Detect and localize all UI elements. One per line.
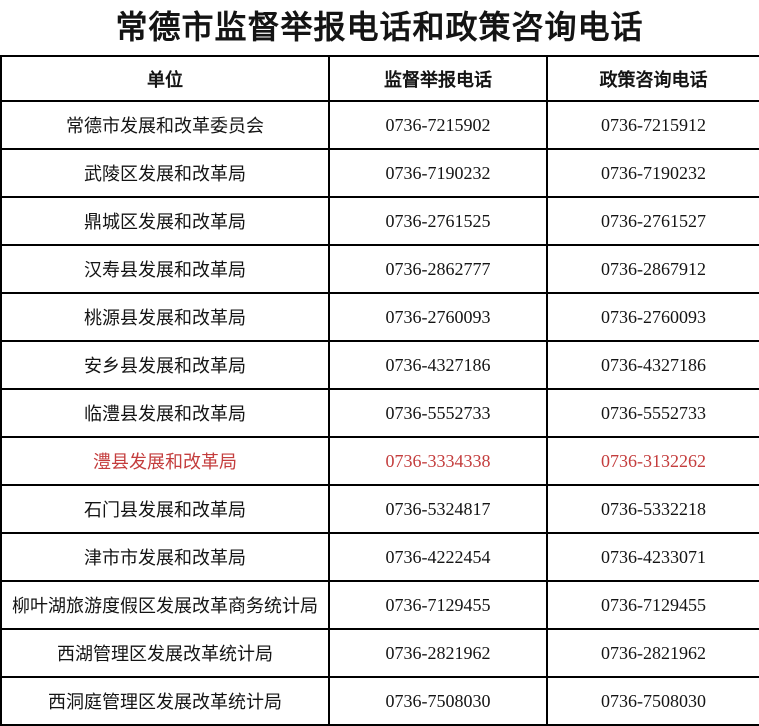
page-title: 常德市监督举报电话和政策咨询电话 (115, 9, 644, 45)
table-row: 常德市发展和改革委员会 0736-7215902 0736-7215912 (0, 100, 759, 150)
table-body: 常德市发展和改革委员会 0736-7215902 0736-7215912 武陵区发展… (0, 100, 759, 726)
consult-phone-cell: 0736-7508030 (546, 676, 759, 726)
report-phone-cell: 0736-2761525 (328, 196, 548, 246)
consult-phone-cell: 0736-2760093 (546, 292, 759, 342)
table-row: 西洞庭管理区发展改革统计局 0736-7508030 0736-7508030 (0, 676, 759, 726)
consult-phone-cell: 0736-4233071 (546, 532, 759, 582)
unit-cell: 常德市发展和改革委员会 (0, 100, 330, 150)
unit-cell: 石门县发展和改革局 (0, 484, 330, 534)
unit-cell: 津市市发展和改革局 (0, 532, 330, 582)
table-row: 西湖管理区发展改革统计局 0736-2821962 0736-2821962 (0, 628, 759, 678)
unit-cell: 澧县发展和改革局 (0, 436, 330, 486)
consult-phone-cell: 0736-3132262 (546, 436, 759, 486)
header-report-phone: 监督举报电话 (328, 55, 548, 102)
consult-phone-cell: 0736-7215912 (546, 100, 759, 150)
table-row: 武陵区发展和改革局 0736-7190232 0736-7190232 (0, 148, 759, 198)
report-phone-cell: 0736-2760093 (328, 292, 548, 342)
table-row: 汉寿县发展和改革局 0736-2862777 0736-2867912 (0, 244, 759, 294)
report-phone-cell: 0736-7508030 (328, 676, 548, 726)
unit-cell: 安乡县发展和改革局 (0, 340, 330, 390)
report-phone-cell: 0736-7215902 (328, 100, 548, 150)
header-consult-phone: 政策咨询电话 (546, 55, 759, 102)
unit-cell: 临澧县发展和改革局 (0, 388, 330, 438)
unit-cell: 西洞庭管理区发展改革统计局 (0, 676, 330, 726)
report-phone-cell: 0736-3334338 (328, 436, 548, 486)
report-phone-cell: 0736-4327186 (328, 340, 548, 390)
consult-phone-cell: 0736-7190232 (546, 148, 759, 198)
report-phone-cell: 0736-5324817 (328, 484, 548, 534)
table-row: 安乡县发展和改革局 0736-4327186 0736-4327186 (0, 340, 759, 390)
table-row: 石门县发展和改革局 0736-5324817 0736-5332218 (0, 484, 759, 534)
report-phone-cell: 0736-7129455 (328, 580, 548, 630)
report-phone-cell: 0736-2821962 (328, 628, 548, 678)
consult-phone-cell: 0736-5332218 (546, 484, 759, 534)
table-row: 临澧县发展和改革局 0736-5552733 0736-5552733 (0, 388, 759, 438)
table-row: 津市市发展和改革局 0736-4222454 0736-4233071 (0, 532, 759, 582)
unit-cell: 柳叶湖旅游度假区发展改革商务统计局 (0, 580, 330, 630)
header-row: 单位 监督举报电话 政策咨询电话 (0, 55, 759, 102)
report-phone-cell: 0736-2862777 (328, 244, 548, 294)
table-row: 桃源县发展和改革局 0736-2760093 0736-2760093 (0, 292, 759, 342)
report-phone-cell: 0736-4222454 (328, 532, 548, 582)
consult-phone-cell: 0736-2761527 (546, 196, 759, 246)
header-unit: 单位 (0, 55, 330, 102)
consult-phone-cell: 0736-7129455 (546, 580, 759, 630)
report-phone-cell: 0736-7190232 (328, 148, 548, 198)
report-phone-cell: 0736-5552733 (328, 388, 548, 438)
unit-cell: 桃源县发展和改革局 (0, 292, 330, 342)
consult-phone-cell: 0736-2821962 (546, 628, 759, 678)
consult-phone-cell: 0736-5552733 (546, 388, 759, 438)
table-row: 柳叶湖旅游度假区发展改革商务统计局 0736-7129455 0736-712945… (0, 580, 759, 630)
consult-phone-cell: 0736-2867912 (546, 244, 759, 294)
unit-cell: 西湖管理区发展改革统计局 (0, 628, 330, 678)
unit-cell: 武陵区发展和改革局 (0, 148, 330, 198)
unit-cell: 鼎城区发展和改革局 (0, 196, 330, 246)
phone-directory-table: 单位 监督举报电话 政策咨询电话 常德市发展和改革委员会 0736-7215902… (0, 55, 759, 726)
unit-cell: 汉寿县发展和改革局 (0, 244, 330, 294)
table-row: 鼎城区发展和改革局 0736-2761525 0736-2761527 (0, 196, 759, 246)
consult-phone-cell: 0736-4327186 (546, 340, 759, 390)
table-row: 澧县发展和改革局 0736-3334338 0736-3132262 (0, 436, 759, 486)
